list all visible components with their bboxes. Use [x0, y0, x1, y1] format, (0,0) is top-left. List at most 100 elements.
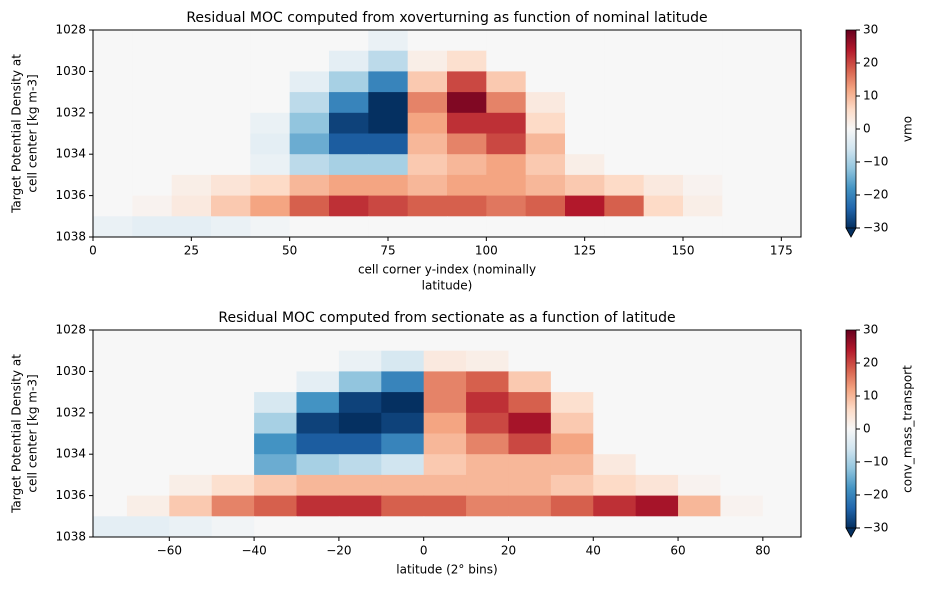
- cell: [762, 371, 801, 393]
- cell: [338, 433, 382, 455]
- cell: [565, 154, 605, 176]
- cell: [678, 495, 721, 517]
- cell: [565, 112, 605, 134]
- cell: [762, 330, 801, 352]
- cell: [486, 174, 527, 197]
- cell: [565, 133, 605, 155]
- cell: [683, 30, 723, 52]
- cell: [604, 133, 645, 155]
- cell: [762, 392, 801, 414]
- cell: [550, 350, 594, 372]
- colorbar-extend: [845, 227, 857, 238]
- cell: [250, 30, 291, 52]
- cell: [761, 133, 801, 155]
- cell: [407, 112, 448, 134]
- cell: [250, 92, 291, 114]
- cell: [604, 92, 645, 114]
- chart-title: Residual MOC computed from xoverturning …: [186, 10, 707, 26]
- cell: [604, 195, 645, 217]
- cell: [93, 350, 128, 372]
- cell: [171, 50, 212, 72]
- cell: [132, 71, 173, 93]
- cell: [525, 195, 566, 217]
- cell: [381, 474, 425, 497]
- cell: [338, 330, 382, 352]
- cell: [720, 412, 764, 434]
- y-tick-label: 1038: [55, 230, 86, 244]
- cell: [329, 71, 369, 93]
- cell: [93, 330, 128, 352]
- cell: [683, 174, 723, 197]
- cell: [211, 50, 251, 72]
- cell: [407, 71, 448, 93]
- cell: [254, 350, 297, 372]
- cell: [761, 195, 801, 217]
- cell: [407, 92, 448, 114]
- cell: [211, 112, 251, 134]
- cell: [250, 154, 291, 176]
- cell: [296, 371, 340, 393]
- cell: [211, 412, 255, 434]
- cell: [250, 216, 291, 237]
- cell: [289, 92, 330, 114]
- cell: [761, 71, 801, 93]
- cell: [407, 216, 448, 237]
- cell: [296, 454, 340, 476]
- cell: [211, 154, 251, 176]
- cell: [508, 474, 552, 497]
- cell: [296, 412, 340, 434]
- cell: [169, 454, 213, 476]
- cell: [722, 174, 763, 197]
- cell: [93, 433, 128, 455]
- cell: [678, 392, 721, 414]
- cell: [93, 174, 133, 197]
- colorbar-tick-label: 20: [863, 56, 878, 70]
- cell: [447, 30, 487, 52]
- x-tick-label: 50: [282, 244, 297, 258]
- cell: [381, 412, 425, 434]
- cell: [171, 92, 212, 114]
- cell: [466, 371, 509, 393]
- cell: [329, 30, 369, 52]
- cell: [169, 495, 213, 517]
- cell: [368, 195, 409, 217]
- cell: [93, 474, 128, 497]
- cell: [211, 371, 255, 393]
- cell: [635, 495, 679, 517]
- cell: [211, 195, 251, 217]
- cell: [368, 112, 409, 134]
- x-tick-label: 80: [755, 544, 770, 558]
- cell: [635, 392, 679, 414]
- cell: [368, 133, 409, 155]
- cell: [604, 216, 645, 237]
- colorbar-tick-label: −20: [863, 188, 888, 202]
- cell: [683, 195, 723, 217]
- colorbar-tick-label: −10: [863, 455, 888, 469]
- cell: [368, 50, 409, 72]
- cell: [169, 392, 213, 414]
- cell: [550, 392, 594, 414]
- cell: [593, 516, 637, 537]
- cell: [720, 454, 764, 476]
- colorbar-tick-label: 30: [863, 23, 878, 37]
- cell: [329, 112, 369, 134]
- colorbar-tick-label: 30: [863, 323, 878, 337]
- cell: [525, 133, 566, 155]
- cell: [550, 412, 594, 434]
- cell: [635, 330, 679, 352]
- colorbar-tick-label: −20: [863, 488, 888, 502]
- cell: [381, 433, 425, 455]
- x-tick-label: −20: [326, 544, 351, 558]
- cell: [762, 350, 801, 372]
- cell: [508, 330, 552, 352]
- cell: [761, 112, 801, 134]
- cell: [593, 433, 637, 455]
- cell: [466, 433, 509, 455]
- cell: [93, 495, 128, 517]
- cell: [508, 350, 552, 372]
- cell: [407, 133, 448, 155]
- colorbar-tick-label: 0: [863, 122, 871, 136]
- cell: [423, 371, 467, 393]
- cell: [93, 112, 133, 134]
- cell: [761, 216, 801, 237]
